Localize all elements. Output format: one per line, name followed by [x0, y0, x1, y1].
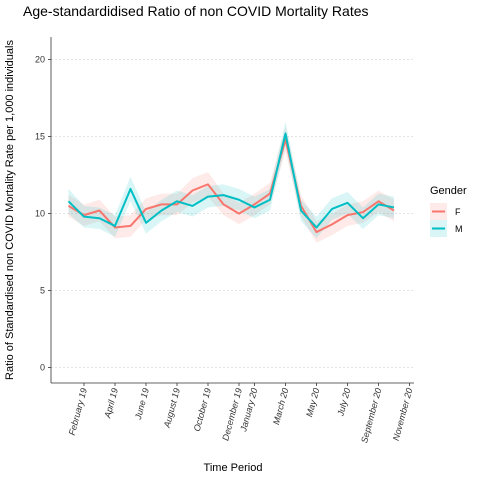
y-axis-ticks: 0 5 10 15 20 — [35, 55, 51, 373]
legend-title: Gender — [430, 185, 467, 197]
x-tick-label: July 20 — [335, 387, 352, 418]
grid — [51, 59, 414, 368]
chart-title: Age-standardidised Ratio of non COVID Mo… — [23, 3, 369, 19]
ribbon-F — [68, 127, 394, 243]
x-tick-label: September 20 — [359, 387, 383, 444]
x-tick-label: November 20 — [391, 387, 415, 442]
x-tick-label: May 20 — [304, 387, 321, 418]
x-tick-label: October 19 — [192, 387, 213, 433]
y-tick-label: 0 — [40, 363, 45, 373]
legend: Gender FM — [430, 185, 467, 237]
y-tick-label: 5 — [40, 286, 45, 296]
y-axis-title: Ratio of Standardised non COVID Mortalit… — [4, 40, 16, 380]
series-line-M — [67, 132, 395, 229]
series-line-F — [67, 138, 395, 234]
x-tick-label: March 20 — [271, 387, 290, 426]
y-tick-label: 20 — [35, 55, 45, 65]
x-tick-label: June 19 — [133, 387, 151, 421]
x-tick-label: February 19 — [67, 387, 89, 436]
x-axis-title: Time Period — [204, 462, 263, 474]
legend-label-F: F — [455, 207, 461, 217]
y-tick-label: 10 — [35, 209, 45, 219]
confidence-ribbons — [68, 121, 394, 243]
x-tick-label: April 19 — [102, 387, 120, 420]
x-tick-label: December 19 — [220, 387, 244, 442]
legend-label-M: M — [455, 224, 463, 234]
series-lines — [67, 132, 395, 234]
y-tick-label: 15 — [35, 132, 45, 142]
ribbon-M — [68, 121, 394, 239]
x-tick-label: August 19 — [162, 387, 182, 430]
x-axis-ticks: February 19 April 19 June 19 August 19 Octob… — [67, 383, 415, 444]
